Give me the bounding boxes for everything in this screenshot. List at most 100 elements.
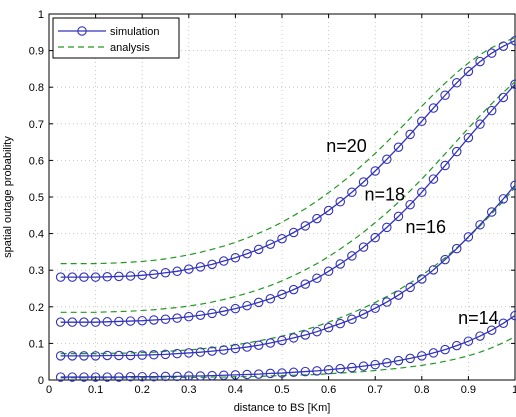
analysis-line-n-18 <box>60 81 516 313</box>
x-tick-label: 0.4 <box>228 384 243 396</box>
simulation-point-n-18 <box>230 303 241 314</box>
simulation-point-n-14 <box>347 362 357 373</box>
simulation-point-n-18 <box>370 232 380 243</box>
simulation-point-n-20 <box>184 264 194 274</box>
simulation-point-n-18 <box>102 317 113 327</box>
curve-label: n=16 <box>405 217 446 237</box>
simulation-point-n-14 <box>137 371 147 382</box>
simulation-point-n-18 <box>265 293 276 304</box>
simulation-point-n-16 <box>312 326 322 337</box>
simulation-line-n-14 <box>60 315 516 378</box>
simulation-point-n-20 <box>347 187 357 197</box>
x-tick-label: 0.6 <box>321 384 336 396</box>
simulation-point-n-14 <box>358 361 369 371</box>
simulation-point-n-18 <box>510 79 516 90</box>
x-tick-label: 0.2 <box>135 384 150 396</box>
x-tick-label: 1 <box>512 384 516 396</box>
simulation-point-n-20 <box>463 66 474 77</box>
y-tick-label: 0.7 <box>29 119 44 131</box>
simulation-line-n-20 <box>60 40 516 278</box>
simulation-point-n-18 <box>253 297 264 308</box>
simulation-point-n-20 <box>323 205 334 216</box>
x-tick-label: 0.1 <box>88 384 103 396</box>
simulation-point-n-20 <box>475 56 485 67</box>
simulation-point-n-14 <box>475 331 485 341</box>
simulation-point-n-20 <box>160 268 171 278</box>
y-tick-label: 1 <box>38 9 44 21</box>
simulation-point-n-18 <box>393 211 404 222</box>
y-tick-label: 0.3 <box>29 265 44 277</box>
curve-label: n=14 <box>458 308 499 328</box>
simulation-point-n-18 <box>323 266 334 277</box>
simulation-point-n-20 <box>79 272 89 282</box>
simulation-point-n-16 <box>417 274 427 284</box>
x-tick-label: 0.5 <box>274 384 289 396</box>
simulation-point-n-20 <box>67 272 78 282</box>
y-tick-label: 0.8 <box>29 82 44 94</box>
simulation-point-n-18 <box>440 160 450 171</box>
simulation-point-n-18 <box>417 187 427 197</box>
simulation-point-n-14 <box>510 310 516 321</box>
simulation-point-n-14 <box>149 371 159 382</box>
simulation-point-n-16 <box>253 340 264 350</box>
x-tick-label: 0.7 <box>368 384 383 396</box>
simulation-point-n-14 <box>230 370 241 380</box>
simulation-point-n-14 <box>219 370 229 380</box>
simulation-point-n-14 <box>300 366 311 377</box>
analysis-curves <box>60 37 516 379</box>
simulation-point-n-14 <box>125 371 136 382</box>
simulation-point-n-18 <box>463 132 474 143</box>
simulation-point-n-14 <box>312 366 322 376</box>
simulation-point-n-14 <box>79 372 89 382</box>
simulation-point-n-20 <box>440 90 450 101</box>
simulation-point-n-18 <box>382 222 392 233</box>
grid <box>49 14 515 380</box>
simulation-point-n-18 <box>79 317 89 327</box>
legend-analysis-label: analysis <box>110 42 150 54</box>
simulation-point-n-20 <box>253 244 264 255</box>
analysis-line-n-16 <box>60 187 516 355</box>
simulation-point-n-18 <box>347 251 357 261</box>
simulation-point-n-16 <box>300 330 311 340</box>
simulation-point-n-16 <box>184 348 194 358</box>
simulation-point-n-18 <box>277 289 287 300</box>
simulation-point-n-16 <box>242 342 252 352</box>
simulation-point-n-16 <box>510 180 516 191</box>
simulation-point-n-20 <box>358 177 369 187</box>
simulation-point-n-16 <box>382 297 392 307</box>
y-tick-label: 0.2 <box>29 302 44 314</box>
simulation-point-n-14 <box>114 372 124 382</box>
simulation-point-n-16 <box>219 345 229 355</box>
simulation-point-n-14 <box>160 371 171 382</box>
simulation-point-n-20 <box>428 103 439 113</box>
simulation-point-n-14 <box>277 368 287 378</box>
simulation-point-n-16 <box>440 254 450 265</box>
simulation-point-n-16 <box>67 351 78 361</box>
simulation-point-n-18 <box>137 315 147 326</box>
simulation-line-n-16 <box>60 184 516 357</box>
simulation-point-n-20 <box>288 227 299 238</box>
curve-annotations: n=20 n=18n=16 n=14 <box>326 136 498 328</box>
simulation-point-n-16 <box>207 346 217 356</box>
y-tick-label: 0 <box>38 375 44 387</box>
simulation-point-n-20 <box>102 272 113 282</box>
simulation-point-n-16 <box>265 338 276 348</box>
simulation-point-n-16 <box>323 322 334 333</box>
simulation-point-n-16 <box>137 350 147 360</box>
ticks: 0 0.1 0.2 0.3 0.4 0.5 0.6 0.7 0.8 0.9 1 0 0.1 0.2 0.3 0… <box>29 9 516 396</box>
simulation-point-n-20 <box>195 262 206 272</box>
simulation-point-n-18 <box>405 199 415 210</box>
simulation-point-n-16 <box>393 290 404 300</box>
simulation-point-n-16 <box>486 207 497 217</box>
simulation-point-n-14 <box>451 340 462 351</box>
simulation-point-n-14 <box>288 367 299 378</box>
simulation-point-n-14 <box>486 325 497 335</box>
simulation-point-n-20 <box>137 270 147 281</box>
simulation-point-n-16 <box>335 318 345 329</box>
simulation-point-n-18 <box>451 146 462 157</box>
y-tick-label: 0.5 <box>29 192 44 204</box>
simulation-point-n-14 <box>172 371 182 382</box>
simulation-point-n-14 <box>498 318 509 329</box>
simulation-point-n-14 <box>428 348 439 358</box>
simulation-point-n-18 <box>149 315 159 325</box>
